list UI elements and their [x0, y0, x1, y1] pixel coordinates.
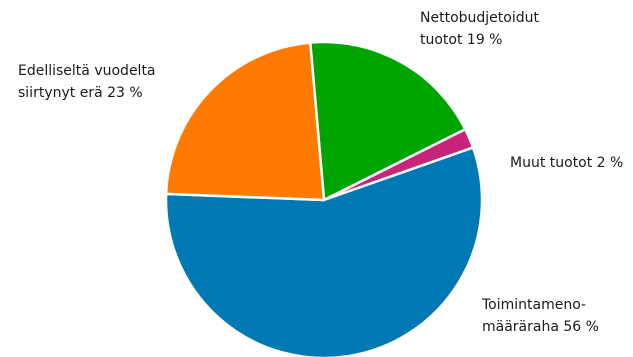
slice-label-1: Muut tuotot 2 % [510, 155, 623, 171]
slice-label-line: määräraha 56 % [482, 319, 599, 335]
pie-slice-2 [164, 146, 484, 357]
slice-label-line: Nettobudjetoidut [420, 10, 539, 26]
slice-label-line: Muut tuotot 2 % [510, 155, 623, 171]
slice-label-line: Toimintameno- [481, 297, 586, 313]
slice-label-0: Nettobudjetoidut tuotot 19 % [420, 10, 539, 48]
pie-slice-0 [308, 40, 467, 202]
pie-slice-3 [164, 41, 326, 202]
slice-label-line: tuotot 19 % [420, 32, 503, 48]
pie-slices [164, 40, 484, 357]
slice-label-line: Edelliseltä vuodelta [18, 63, 156, 79]
slice-label-line: siirtynyt erä 23 % [18, 85, 143, 101]
slice-label-2: Toimintameno-määräraha 56 % [481, 297, 599, 335]
slice-label-3: Edelliseltä vuodelta siirtynyt erä 23 % [18, 63, 156, 101]
pie-labels: Nettobudjetoidut tuotot 19 % Muut tuotot 2… [18, 10, 623, 335]
